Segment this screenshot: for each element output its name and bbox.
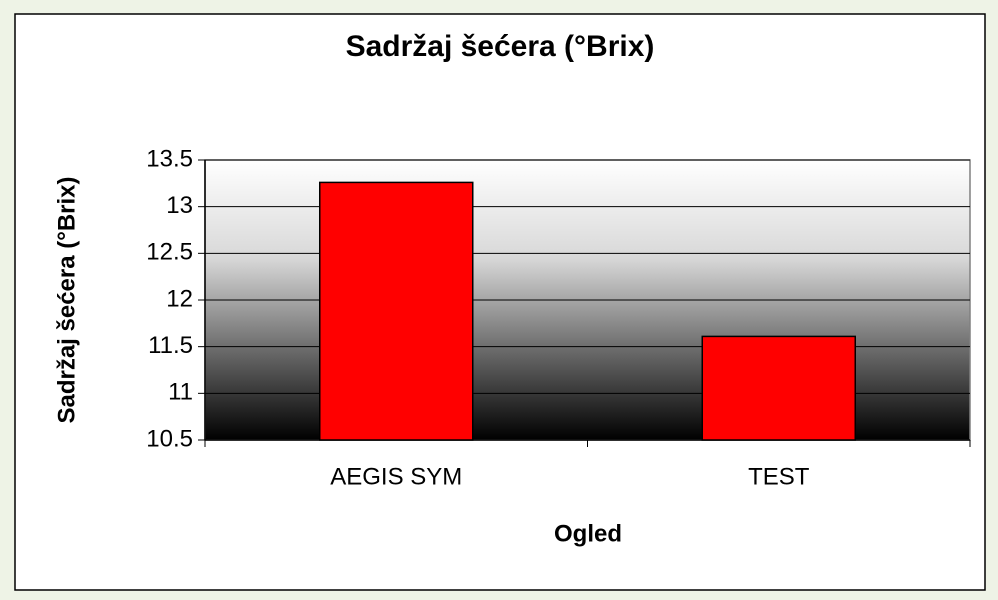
bar [319, 181, 474, 441]
y-tick-label: 12 [166, 285, 193, 312]
x-tick-label: AEGIS SYM [330, 463, 462, 490]
y-tick-label: 11 [168, 379, 193, 406]
bar [701, 335, 856, 441]
y-axis-label: Sadržaj šećera (°Brix) [53, 176, 80, 423]
y-tick-label: 10.5 [146, 425, 193, 452]
y-tick-label: 12.5 [146, 239, 193, 266]
x-axis-label: Ogled [554, 520, 622, 547]
y-tick-label: 13.5 [146, 145, 193, 172]
x-tick-label: TEST [748, 463, 810, 490]
chart-title: Sadržaj šećera (°Brix) [346, 30, 655, 63]
y-tick-label: 11.5 [148, 332, 193, 359]
y-tick-label: 13 [166, 192, 193, 219]
